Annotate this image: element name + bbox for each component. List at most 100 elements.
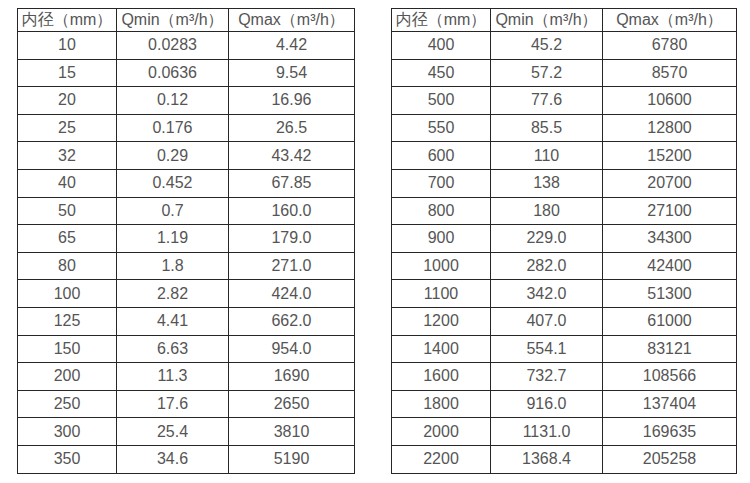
qmin-cell: 77.6: [491, 87, 603, 115]
qmax-cell: 205258: [603, 445, 737, 473]
table-row: 1100342.051300: [392, 280, 737, 308]
table-row: 25017.62650: [18, 390, 355, 418]
inner-diameter-cell: 250: [18, 390, 117, 418]
flow-tables-container: 内径（mm） Qmin（m³/h） Qmax（m³/h） 100.02834.4…: [0, 0, 750, 474]
inner-diameter-cell: 20: [18, 87, 117, 115]
table-row: 200.1216.96: [18, 87, 355, 115]
header-qmin: Qmin（m³/h）: [117, 9, 229, 32]
header-qmax: Qmax（m³/h）: [603, 9, 737, 32]
inner-diameter-cell: 100: [18, 280, 117, 308]
table-row: 80018027100: [392, 197, 737, 225]
table-row: 40045.26780: [392, 32, 737, 60]
qmin-cell: 1368.4: [491, 445, 603, 473]
table-row: 1800916.0137404: [392, 390, 737, 418]
inner-diameter-cell: 600: [392, 142, 491, 170]
qmin-cell: 732.7: [491, 363, 603, 391]
flow-range-table-small-diameters: 内径（mm） Qmin（m³/h） Qmax（m³/h） 100.02834.4…: [17, 8, 355, 474]
table-row: 20001131.0169635: [392, 418, 737, 446]
qmax-cell: 169635: [603, 418, 737, 446]
qmax-cell: 61000: [603, 307, 737, 335]
table-row: 100.02834.42: [18, 32, 355, 60]
table-row: 22001368.4205258: [392, 445, 737, 473]
qmin-cell: 57.2: [491, 59, 603, 87]
qmin-cell: 1.19: [117, 225, 229, 253]
qmax-cell: 424.0: [229, 280, 355, 308]
table-row: 801.8271.0: [18, 252, 355, 280]
table-row: 45057.28570: [392, 59, 737, 87]
qmin-cell: 0.7: [117, 197, 229, 225]
qmax-cell: 271.0: [229, 252, 355, 280]
table-row: 1254.41662.0: [18, 307, 355, 335]
inner-diameter-cell: 2000: [392, 418, 491, 446]
qmax-cell: 160.0: [229, 197, 355, 225]
qmax-cell: 137404: [603, 390, 737, 418]
qmax-cell: 20700: [603, 169, 737, 197]
header-inner-diameter: 内径（mm）: [18, 9, 117, 32]
inner-diameter-cell: 1800: [392, 390, 491, 418]
header-qmin: Qmin（m³/h）: [491, 9, 603, 32]
qmin-cell: 34.6: [117, 445, 229, 473]
qmin-cell: 11.3: [117, 363, 229, 391]
inner-diameter-cell: 1100: [392, 280, 491, 308]
inner-diameter-cell: 550: [392, 114, 491, 142]
header-inner-diameter: 内径（mm）: [392, 9, 491, 32]
qmax-cell: 15200: [603, 142, 737, 170]
qmin-cell: 110: [491, 142, 603, 170]
qmin-cell: 229.0: [491, 225, 603, 253]
table-row: 320.2943.42: [18, 142, 355, 170]
qmin-cell: 25.4: [117, 418, 229, 446]
table-row: 900229.034300: [392, 225, 737, 253]
qmin-cell: 1.8: [117, 252, 229, 280]
table-row: 400.45267.85: [18, 169, 355, 197]
qmin-cell: 180: [491, 197, 603, 225]
qmax-cell: 108566: [603, 363, 737, 391]
qmin-cell: 342.0: [491, 280, 603, 308]
qmin-cell: 0.452: [117, 169, 229, 197]
qmax-cell: 2650: [229, 390, 355, 418]
qmin-cell: 85.5: [491, 114, 603, 142]
qmax-cell: 4.42: [229, 32, 355, 60]
qmax-cell: 954.0: [229, 335, 355, 363]
inner-diameter-cell: 450: [392, 59, 491, 87]
inner-diameter-cell: 50: [18, 197, 117, 225]
inner-diameter-cell: 800: [392, 197, 491, 225]
qmin-cell: 0.0636: [117, 59, 229, 87]
inner-diameter-cell: 150: [18, 335, 117, 363]
table-row: 1400554.183121: [392, 335, 737, 363]
table-row: 651.19179.0: [18, 225, 355, 253]
qmin-cell: 554.1: [491, 335, 603, 363]
table-row: 1600732.7108566: [392, 363, 737, 391]
table-row: 150.06369.54: [18, 59, 355, 87]
table-row: 70013820700: [392, 169, 737, 197]
inner-diameter-cell: 125: [18, 307, 117, 335]
qmin-cell: 45.2: [491, 32, 603, 60]
inner-diameter-cell: 10: [18, 32, 117, 60]
qmax-cell: 1690: [229, 363, 355, 391]
qmax-cell: 8570: [603, 59, 737, 87]
table-row: 20011.31690: [18, 363, 355, 391]
qmin-cell: 0.176: [117, 114, 229, 142]
inner-diameter-cell: 40: [18, 169, 117, 197]
inner-diameter-cell: 700: [392, 169, 491, 197]
qmax-cell: 27100: [603, 197, 737, 225]
inner-diameter-cell: 2200: [392, 445, 491, 473]
qmax-cell: 3810: [229, 418, 355, 446]
inner-diameter-cell: 200: [18, 363, 117, 391]
qmin-cell: 0.0283: [117, 32, 229, 60]
table-row: 55085.512800: [392, 114, 737, 142]
table-row: 50077.610600: [392, 87, 737, 115]
inner-diameter-cell: 1400: [392, 335, 491, 363]
qmax-cell: 42400: [603, 252, 737, 280]
qmin-cell: 2.82: [117, 280, 229, 308]
inner-diameter-cell: 1600: [392, 363, 491, 391]
qmin-cell: 282.0: [491, 252, 603, 280]
table-row: 1506.63954.0: [18, 335, 355, 363]
table-header-row: 内径（mm） Qmin（m³/h） Qmax（m³/h）: [18, 9, 355, 32]
qmax-cell: 83121: [603, 335, 737, 363]
qmin-cell: 916.0: [491, 390, 603, 418]
inner-diameter-cell: 80: [18, 252, 117, 280]
table-row: 60011015200: [392, 142, 737, 170]
inner-diameter-cell: 25: [18, 114, 117, 142]
qmax-cell: 5190: [229, 445, 355, 473]
qmin-cell: 407.0: [491, 307, 603, 335]
